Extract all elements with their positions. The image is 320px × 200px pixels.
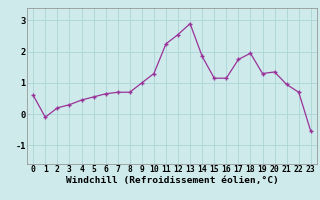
X-axis label: Windchill (Refroidissement éolien,°C): Windchill (Refroidissement éolien,°C): [66, 176, 278, 185]
